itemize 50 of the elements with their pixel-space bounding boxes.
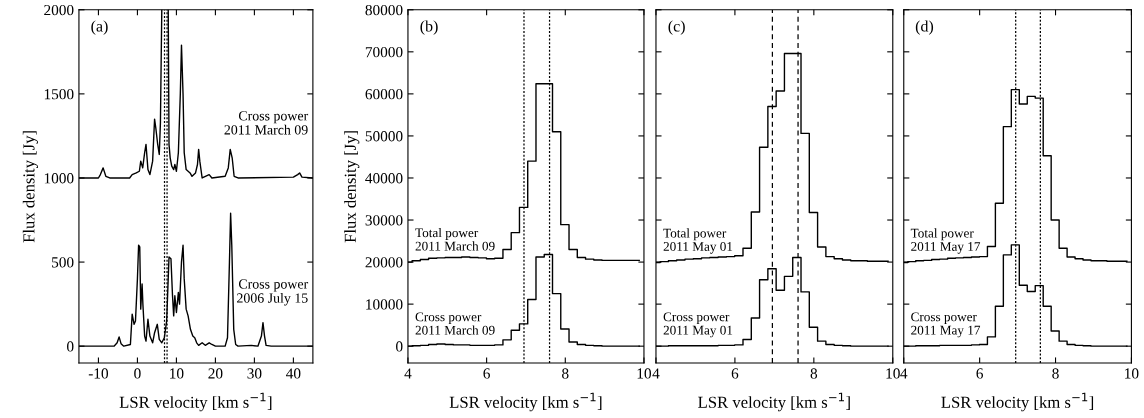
x-tick-label: 10 bbox=[637, 368, 652, 379]
x-axis-title: LSR velocity [km s$^{−1}$] bbox=[449, 392, 602, 412]
x-axis-title: LSR velocity [km s$^{−1}$] bbox=[119, 392, 272, 412]
y-tick-label: 20000 bbox=[365, 257, 403, 268]
x-tick-label: 8 bbox=[810, 368, 818, 379]
series-label: Cross power 2011 May 17 bbox=[911, 312, 981, 338]
x-tick-label: 30 bbox=[247, 368, 262, 379]
x-tick-label: 10 bbox=[886, 368, 900, 379]
series-label: Total power 2011 May 17 bbox=[910, 228, 981, 254]
x-tick-label: 4 bbox=[404, 368, 412, 379]
x-axis-title: LSR velocity [km s$^{−1}$] bbox=[698, 392, 850, 412]
x-tick-label: 10 bbox=[170, 368, 184, 379]
series-label: Cross power 2011 May 01 bbox=[663, 312, 733, 338]
x-tick-label: 8 bbox=[1052, 368, 1059, 379]
x-axis-title: LSR velocity [km s$^{−1}$] bbox=[941, 392, 1094, 412]
y-axis-title: Flux density [Jy] bbox=[22, 131, 38, 243]
x-tick-label: 4 bbox=[900, 368, 908, 379]
series-label: Cross power 2006 July 15 bbox=[237, 279, 309, 306]
x-tick-label: 8 bbox=[562, 368, 569, 379]
series-label: Cross power 2011 March 09 bbox=[415, 312, 495, 335]
annotation: (a) bbox=[91, 20, 108, 35]
y-tick-label: 1000 bbox=[44, 173, 74, 184]
y-tick-label: 30000 bbox=[365, 215, 403, 226]
y-tick-label: 2000 bbox=[44, 4, 74, 16]
y-tick-label: 1500 bbox=[44, 89, 74, 100]
annotation: (d) bbox=[915, 20, 934, 35]
y-tick-label: 80000 bbox=[365, 4, 403, 16]
x-tick-label: 10 bbox=[1125, 368, 1139, 379]
x-tick-label: 0 bbox=[134, 368, 141, 379]
x-tick-label: 6 bbox=[731, 368, 739, 379]
y-tick-label: 0 bbox=[396, 341, 403, 352]
x-tick-label: 20 bbox=[208, 368, 223, 379]
annotation: (b) bbox=[420, 20, 438, 35]
y-tick-label: 70000 bbox=[365, 46, 403, 58]
x-tick-label: -10 bbox=[88, 368, 109, 379]
series-label: Cross power 2011 March 09 bbox=[224, 111, 309, 135]
y-tick-label: 10000 bbox=[366, 299, 403, 310]
y-axis-title: Flux density [Jy] bbox=[344, 131, 360, 243]
y-tick-label: 500 bbox=[52, 257, 74, 268]
annotation: (c) bbox=[668, 20, 685, 35]
x-tick-label: 6 bbox=[976, 368, 984, 379]
series-label: Total power 2011 March 09 bbox=[415, 227, 495, 251]
y-tick-label: 0 bbox=[67, 341, 74, 352]
series-label: Total power 2011 May 01 bbox=[663, 228, 733, 254]
x-tick-label: 40 bbox=[286, 368, 301, 379]
y-tick-label: 50000 bbox=[365, 131, 403, 142]
x-tick-label: 4 bbox=[652, 368, 660, 379]
y-tick-label: 60000 bbox=[365, 89, 403, 100]
y-tick-label: 40000 bbox=[365, 173, 403, 184]
x-tick-label: 6 bbox=[483, 368, 490, 379]
